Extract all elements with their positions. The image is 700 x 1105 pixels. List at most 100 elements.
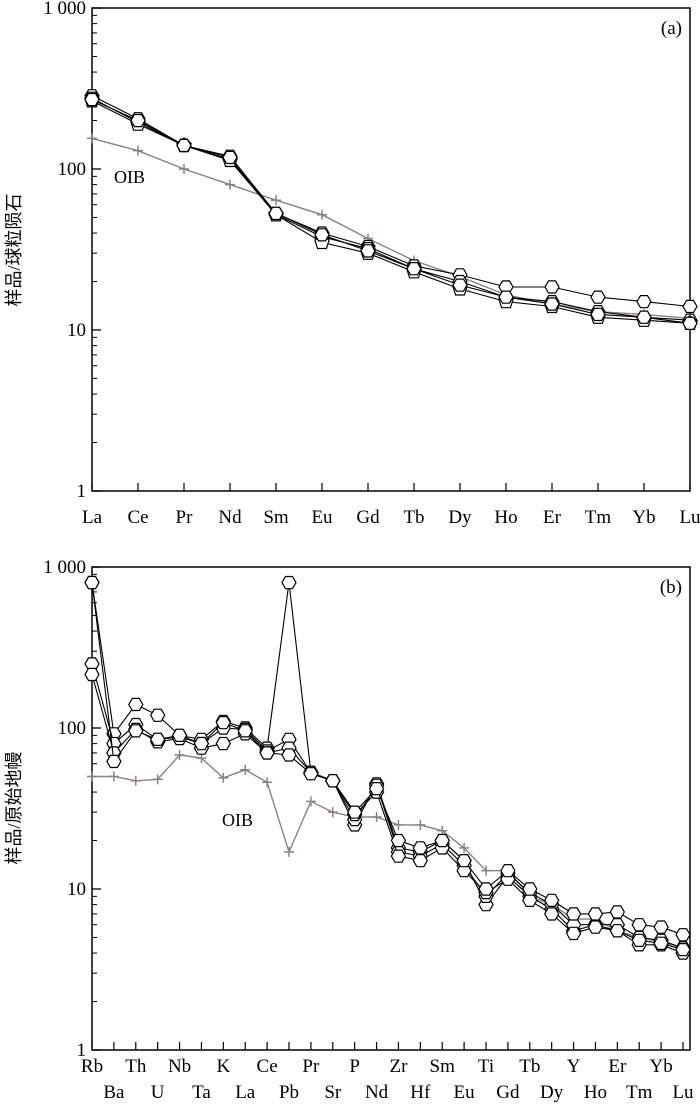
data-point-a-3-7 xyxy=(406,262,422,276)
oib-annotation-a: OIB xyxy=(114,167,145,187)
series-line-a-1 xyxy=(91,97,691,321)
data-point-b-3-21 xyxy=(544,893,560,908)
x-tick-label-b-24: Er xyxy=(608,1056,627,1077)
data-point-a-4-0 xyxy=(87,133,97,144)
series-a-3 xyxy=(84,92,698,330)
y-tick-label-b-1: 10 xyxy=(67,879,86,900)
data-point-b-3-6 xyxy=(215,715,231,730)
x-tick-label-b-12: P xyxy=(349,1056,360,1077)
data-point-b-2-22 xyxy=(565,926,582,941)
x-tick-label-a-8: Dy xyxy=(448,507,472,528)
data-point-b-0-3 xyxy=(150,708,166,722)
data-point-b-4-4 xyxy=(174,749,185,760)
x-tick-label-a-13: Lu xyxy=(679,507,700,528)
data-point-b-3-17 xyxy=(456,853,472,868)
x-tick-label-b-25: Tm xyxy=(626,1082,653,1103)
data-point-b-3-12 xyxy=(347,805,363,819)
panel-label-b: (b) xyxy=(660,577,682,598)
series-line-b-0 xyxy=(91,582,684,954)
data-point-b-4-2 xyxy=(130,775,141,786)
series-line-a-3 xyxy=(91,99,691,324)
series-line-b-3 xyxy=(91,582,684,936)
data-point-a-3-10 xyxy=(544,297,560,311)
y-tick-label-b-2: 100 xyxy=(58,718,87,739)
x-tick-label-a-7: Tb xyxy=(403,507,424,528)
data-point-b-2-20 xyxy=(522,893,538,908)
y-tick-label-b-0: 1 xyxy=(77,1040,87,1061)
data-point-b-2-15 xyxy=(412,853,428,868)
data-point-b-2-14 xyxy=(390,849,407,863)
data-point-b-4-13 xyxy=(371,812,382,823)
data-point-b-3-3 xyxy=(150,732,166,747)
x-tick-label-b-2: Th xyxy=(125,1056,147,1077)
data-point-b-0-9 xyxy=(281,575,297,590)
x-tick-label-b-5: Ta xyxy=(192,1082,211,1103)
data-point-b-4-15 xyxy=(415,819,426,830)
series-a-0 xyxy=(84,89,698,314)
x-tick-label-b-22: Y xyxy=(567,1056,581,1077)
data-point-b-2-21 xyxy=(544,907,560,921)
data-point-b-3-11 xyxy=(325,774,341,788)
data-point-b-3-5 xyxy=(193,736,210,751)
x-tick-label-a-9: Ho xyxy=(494,507,517,528)
data-point-b-2-25 xyxy=(631,933,647,948)
y-tick-label-b-3: 1 000 xyxy=(43,557,86,578)
data-point-a-4-5 xyxy=(317,209,327,220)
x-tick-label-b-13: Nd xyxy=(365,1082,389,1103)
x-tick-label-a-0: La xyxy=(82,507,103,528)
data-point-b-2-6 xyxy=(215,736,231,751)
data-point-a-4-4 xyxy=(271,195,281,206)
data-point-b-2-0 xyxy=(84,667,100,682)
x-tick-label-a-10: Er xyxy=(543,507,562,528)
x-tick-label-b-18: Ti xyxy=(478,1056,494,1077)
data-point-b-3-16 xyxy=(434,833,450,848)
data-point-b-3-19 xyxy=(500,863,516,878)
x-tick-label-b-27: Lu xyxy=(672,1082,694,1103)
data-point-b-2-26 xyxy=(653,936,669,951)
data-point-a-0-10 xyxy=(544,280,560,294)
data-point-a-3-0 xyxy=(84,92,100,107)
x-tick-label-b-17: Eu xyxy=(454,1082,476,1103)
data-point-b-3-24 xyxy=(609,905,625,919)
data-point-b-4-0 xyxy=(87,771,97,782)
x-tick-label-b-1: Ba xyxy=(103,1082,125,1103)
y-tick-label-a-3: 1 000 xyxy=(43,0,86,19)
x-tick-label-b-0: Rb xyxy=(81,1056,103,1077)
data-point-a-4-3 xyxy=(225,179,235,190)
data-point-b-4-1 xyxy=(108,771,119,782)
x-tick-label-b-14: Zr xyxy=(389,1056,408,1077)
data-point-b-3-10 xyxy=(303,767,319,781)
panel-label-a: (a) xyxy=(661,18,682,39)
x-tick-label-a-2: Pr xyxy=(176,507,194,528)
data-point-b-3-8 xyxy=(259,746,275,760)
data-point-a-3-9 xyxy=(498,290,514,304)
x-tick-label-b-9: Pb xyxy=(279,1082,299,1103)
x-tick-label-b-21: Dy xyxy=(540,1082,564,1103)
data-point-b-3-2 xyxy=(128,724,144,738)
x-tick-label-b-16: Sm xyxy=(430,1056,456,1077)
data-point-b-3-1 xyxy=(106,754,122,769)
series-line-b-2 xyxy=(91,674,684,951)
data-point-b-4-6 xyxy=(218,772,229,783)
data-point-b-2-24 xyxy=(609,924,625,938)
data-point-a-3-8 xyxy=(452,278,468,292)
data-point-b-3-27 xyxy=(675,928,691,942)
data-point-a-3-1 xyxy=(130,113,146,128)
x-tick-label-b-19: Gd xyxy=(496,1082,520,1103)
series-a-1 xyxy=(84,91,698,327)
data-point-b-3-4 xyxy=(171,728,188,743)
data-point-b-4-18 xyxy=(481,865,491,876)
x-tick-label-b-26: Yb xyxy=(649,1056,672,1077)
series-line-a-0 xyxy=(91,95,691,308)
data-point-a-3-6 xyxy=(360,244,376,258)
series-line-b-1 xyxy=(91,663,684,949)
data-point-a-4-2 xyxy=(179,164,189,174)
x-tick-label-a-11: Tm xyxy=(585,507,612,528)
x-tick-label-b-20: Tb xyxy=(519,1056,540,1077)
data-point-b-3-20 xyxy=(522,882,538,896)
y-tick-label-a-1: 10 xyxy=(67,320,86,341)
chart-panel-a: (a) 样品/球粒陨石 1 10 100 1 000 La Ce Pr Nd Sm Eu Gd Tb D… xyxy=(4,0,700,528)
x-tick-label-b-7: La xyxy=(235,1082,256,1103)
x-tick-label-a-6: Gd xyxy=(356,507,380,528)
